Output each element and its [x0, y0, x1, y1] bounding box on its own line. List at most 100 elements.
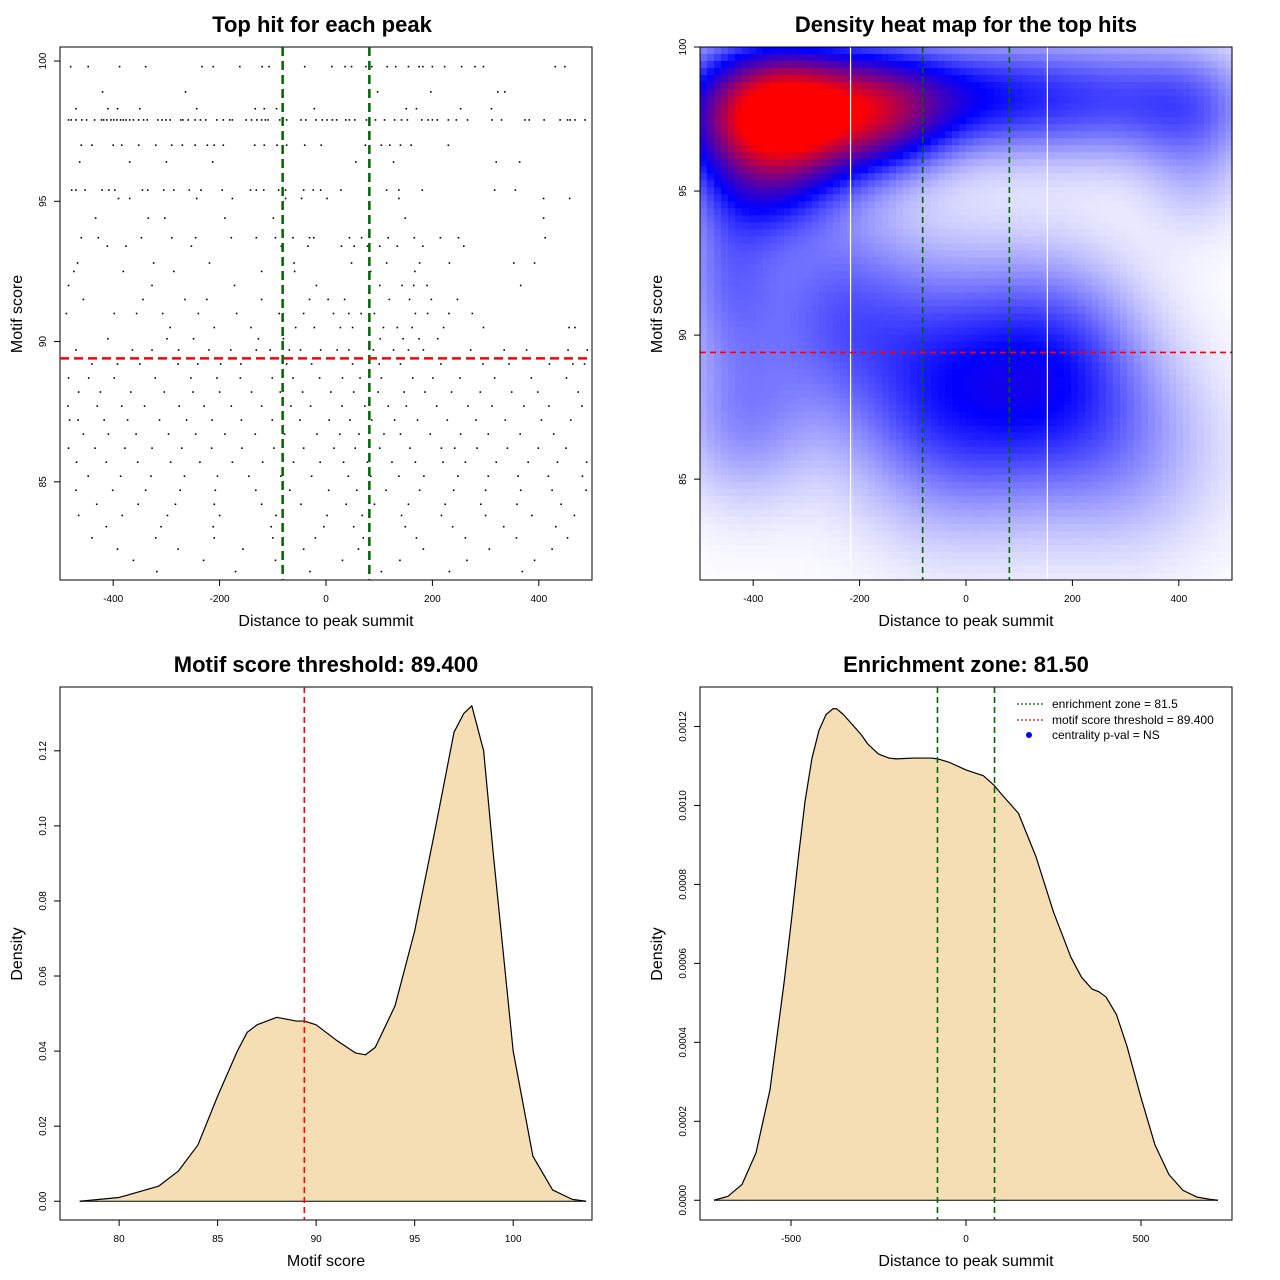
heatmap-cell	[952, 229, 960, 237]
heatmap-cell	[770, 299, 778, 308]
heatmap-cell	[777, 453, 785, 462]
heatmap-cell	[1099, 180, 1107, 188]
scatter-point	[248, 475, 250, 478]
scatter-point	[370, 65, 373, 68]
heatmap-cell	[861, 432, 869, 441]
heatmap-cell	[763, 502, 771, 511]
heatmap-cell	[1092, 411, 1100, 420]
heatmap-cell	[875, 257, 883, 266]
heatmap-cell	[952, 474, 960, 483]
scatter-point	[304, 119, 307, 121]
scatter-point	[222, 144, 225, 146]
heatmap-cell	[763, 481, 771, 490]
heatmap-cell	[910, 439, 918, 448]
heatmap-title: Density heat map for the top hits	[795, 12, 1137, 37]
heatmap-cell	[889, 460, 897, 469]
heatmap-cell	[882, 460, 890, 469]
scatter-point	[349, 419, 351, 421]
heatmap-cell	[945, 222, 953, 230]
heatmap-cell	[1092, 355, 1100, 364]
heatmap-cell	[763, 537, 771, 546]
heatmap-cell	[945, 145, 953, 153]
heatmap-cell	[791, 418, 799, 427]
heatmap-cell	[721, 460, 729, 469]
heatmap-cell	[1071, 180, 1079, 188]
heatmap-cell	[826, 96, 834, 104]
scatter-point	[230, 405, 233, 407]
heatmap-cell	[700, 432, 708, 441]
heatmap-cell	[1099, 187, 1107, 195]
scatter-point	[307, 245, 309, 247]
heatmap-cell	[826, 495, 834, 504]
heatmap-cell	[728, 138, 736, 146]
scatter-point	[151, 284, 153, 287]
heatmap-cell	[805, 572, 813, 581]
heatmap-cell	[959, 439, 967, 448]
heatmap-cell	[1015, 96, 1023, 104]
heatmap-cell	[1008, 446, 1016, 455]
heatmap-cell	[763, 306, 771, 315]
heatmap-cell	[714, 362, 722, 371]
heatmap-cell	[875, 495, 883, 504]
heatmap-cell	[994, 572, 1002, 581]
heatmap-cell	[994, 194, 1002, 202]
heatmap-cell	[714, 138, 722, 146]
heatmap-cell	[924, 285, 932, 294]
heatmap-cell	[903, 222, 911, 230]
heatmap-cell	[826, 572, 834, 581]
scatter-point	[335, 119, 338, 121]
heatmap-cell	[868, 544, 876, 553]
heatmap-cell	[1064, 523, 1072, 532]
scatter-point	[75, 119, 77, 121]
heatmap-cell	[707, 313, 715, 322]
scatter-point	[78, 161, 81, 163]
heatmap-cell	[805, 502, 813, 511]
heatmap-cell	[889, 362, 897, 371]
heatmap-cell	[945, 187, 953, 195]
scatter-point	[67, 119, 70, 121]
heatmap-cell	[1008, 369, 1016, 378]
scatter-point	[380, 570, 383, 573]
heatmap-cell	[1050, 215, 1058, 223]
scatter-point	[392, 161, 395, 163]
heatmap-cell	[1085, 572, 1093, 581]
heatmap-cell	[994, 180, 1002, 188]
heatmap-cell	[994, 110, 1002, 118]
heatmap-cell	[770, 166, 778, 174]
heatmap-cell	[707, 124, 715, 132]
heatmap-cell	[812, 47, 820, 55]
heatmap-cell	[1050, 285, 1058, 294]
heatmap-cell	[700, 341, 708, 350]
heatmap-cell	[973, 425, 981, 434]
heatmap-cell	[756, 82, 764, 90]
heatmap-cell	[1050, 292, 1058, 301]
heatmap-cell	[1099, 138, 1107, 146]
heatmap-cell	[791, 460, 799, 469]
heatmap-cell	[763, 54, 771, 62]
heatmap-cell	[861, 516, 869, 525]
heatmap-cell	[700, 299, 708, 308]
heatmap-cell	[700, 502, 708, 511]
scatter-point	[170, 236, 173, 239]
scatter-point	[120, 144, 123, 146]
heatmap-cell	[896, 460, 904, 469]
heatmap-cell	[1015, 439, 1023, 448]
heatmap-cell	[924, 68, 932, 76]
scatter-y-label: Motif score	[9, 275, 26, 353]
heatmap-cell	[749, 68, 757, 76]
scatter-point	[378, 447, 381, 449]
heatmap-cell	[700, 418, 708, 427]
heatmap-cell	[700, 250, 708, 258]
heatmap-cell	[805, 75, 813, 83]
heatmap-cell	[868, 439, 876, 448]
heatmap-cell	[840, 411, 848, 420]
heatmap-cell	[700, 138, 708, 146]
heatmap-cell	[784, 467, 792, 476]
heatmap-cell	[1015, 257, 1023, 266]
heatmap-cell	[742, 481, 750, 490]
heatmap-cell	[707, 376, 715, 385]
heatmap-cell	[854, 264, 862, 273]
heatmap-cell	[917, 229, 925, 237]
heatmap-cell	[1050, 572, 1058, 581]
heatmap-cell	[840, 474, 848, 483]
